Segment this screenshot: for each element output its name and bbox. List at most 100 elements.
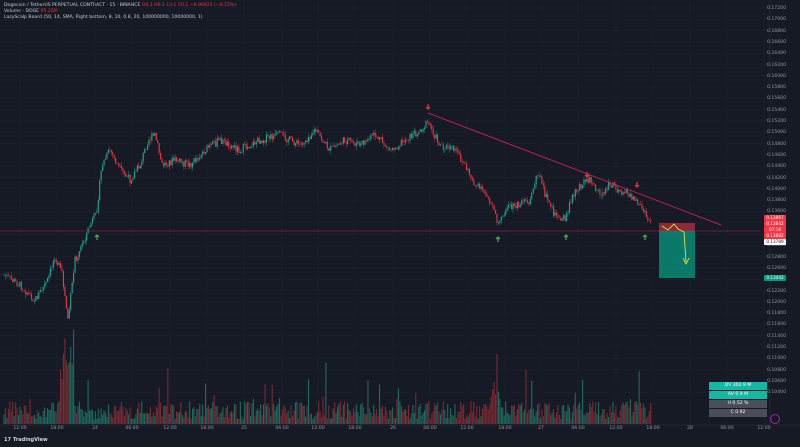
volume-bar (26, 412, 28, 424)
volume-bar (322, 396, 324, 424)
chart-grid (0, 0, 770, 425)
volume-bar (626, 401, 629, 424)
volume-bar (16, 408, 18, 424)
candle-body (548, 199, 550, 203)
volume-bar (33, 414, 35, 424)
price-axis-label: 0.16400 (767, 51, 786, 57)
volume-bar (64, 338, 66, 424)
candle-body (254, 141, 256, 145)
volume-bar (138, 403, 140, 424)
volume-bar (35, 418, 37, 424)
candle-body (181, 161, 183, 163)
candle-body (187, 161, 189, 167)
candle-body (400, 140, 402, 147)
time-axis-label: 18:00 (348, 426, 362, 431)
volume-bar (370, 412, 372, 424)
volume-bar (283, 405, 285, 424)
candle-body (487, 196, 489, 199)
candle-body (622, 192, 624, 195)
volume-bar (45, 417, 47, 424)
volume-bar (640, 402, 642, 424)
volume-bar (437, 402, 439, 424)
symbol-title[interactable]: Dogecoin / TetherUS PERPETUAL CONTRACT ·… (4, 3, 141, 8)
candle-body (109, 149, 111, 151)
symbol-header[interactable]: Dogecoin / TetherUS PERPETUAL CONTRACT ·… (4, 3, 236, 9)
volume-bar (22, 414, 24, 424)
price-axis-label: 0.14600 (767, 152, 786, 158)
volume-bar (203, 416, 205, 424)
tradingview-logo[interactable]: 17 TradingView (4, 437, 48, 443)
candle-body (328, 148, 330, 151)
volume-bar (458, 411, 460, 424)
candle-body (625, 189, 627, 194)
camera-icon[interactable] (770, 414, 780, 424)
volume-bar (215, 406, 217, 424)
candle-body (365, 140, 368, 142)
volume-bar (90, 409, 92, 424)
volume-bar (51, 403, 53, 424)
candle-body (393, 148, 395, 150)
volume-bar (38, 412, 40, 424)
candle-body (238, 146, 240, 153)
candle-body (70, 293, 72, 310)
volume-bar (363, 407, 365, 424)
candle-body (463, 161, 465, 163)
volume-bar (625, 401, 627, 424)
candle-body (535, 175, 537, 185)
volume-bar (358, 416, 360, 424)
volume-bar (577, 405, 579, 424)
volume-bar (383, 415, 385, 424)
volume-bar (339, 401, 341, 424)
candle-body (167, 165, 169, 167)
candle-body (525, 199, 527, 201)
indicator-header[interactable]: LazyScalp Board (50, 14, SMA, Right bott… (4, 15, 203, 21)
candle-body (583, 179, 585, 185)
candle-body (213, 141, 215, 142)
candle-body (422, 129, 424, 132)
time-axis-label: 12:00 (757, 426, 771, 431)
volume-bar (466, 415, 468, 424)
volume-bar (23, 405, 25, 424)
candle-body (232, 145, 234, 148)
volume-bar (48, 409, 50, 424)
candle-body (236, 146, 238, 152)
candle-body (312, 133, 314, 136)
candle-body (260, 140, 262, 144)
volume-bar (118, 411, 120, 424)
volume-bar (96, 418, 98, 424)
volume-header[interactable]: Volume · DOGE 95.25M (4, 9, 58, 15)
volume-bar (560, 418, 562, 424)
volume-bar (505, 401, 507, 424)
volume-bar (31, 416, 33, 424)
volume-bar (432, 410, 434, 424)
volume-bar (58, 401, 60, 424)
candle-body (476, 185, 478, 187)
candle-body (423, 127, 426, 130)
candle-body (281, 132, 283, 133)
buy-arrow-icon (563, 234, 569, 240)
candle-body (100, 171, 102, 181)
candle-body (586, 178, 588, 182)
candle-body (136, 165, 138, 172)
volume-bar (229, 412, 231, 424)
candle-body (244, 144, 246, 145)
candle-body (522, 200, 524, 202)
volume-bar (84, 410, 86, 424)
volume-bar (571, 411, 573, 424)
candle-body (154, 133, 156, 136)
volume-bar (599, 415, 601, 424)
candle-body (199, 157, 201, 160)
volume-bar (486, 406, 488, 424)
candle-body (147, 145, 149, 150)
candle-body (116, 163, 118, 164)
volume-bar (328, 405, 330, 424)
volume-bar (541, 409, 543, 424)
volume-bar (544, 403, 546, 424)
volume-bar (341, 416, 343, 424)
volume-bar (94, 411, 96, 424)
volume-bar (637, 404, 639, 424)
candle-body (171, 158, 173, 165)
candle-body (135, 171, 137, 173)
candle-body (451, 145, 453, 148)
